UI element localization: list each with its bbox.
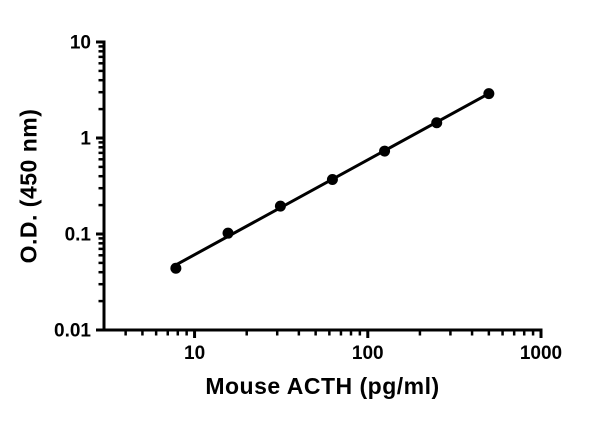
y-tick-label-0.01: 0.01 <box>54 321 91 342</box>
x-tick-label-10: 10 <box>184 343 205 364</box>
y-tick-label-10: 10 <box>70 33 91 54</box>
x-tick-label-100: 100 <box>352 343 384 364</box>
x-axis-title: Mouse ACTH (pg/ml) <box>205 373 440 399</box>
y-tick-label-1: 1 <box>80 129 91 150</box>
data-point-6 <box>431 117 443 129</box>
data-point-1 <box>170 262 182 274</box>
y-tick-label-0.1: 0.1 <box>65 225 92 246</box>
x-tick-label-1000: 1000 <box>520 343 562 364</box>
y-axis-title: O.D. (450 nm) <box>15 108 42 264</box>
data-point-4 <box>326 173 338 185</box>
data-point-2 <box>222 227 234 239</box>
data-point-3 <box>274 200 286 212</box>
data-point-7 <box>483 88 495 100</box>
data-point-5 <box>379 145 391 157</box>
